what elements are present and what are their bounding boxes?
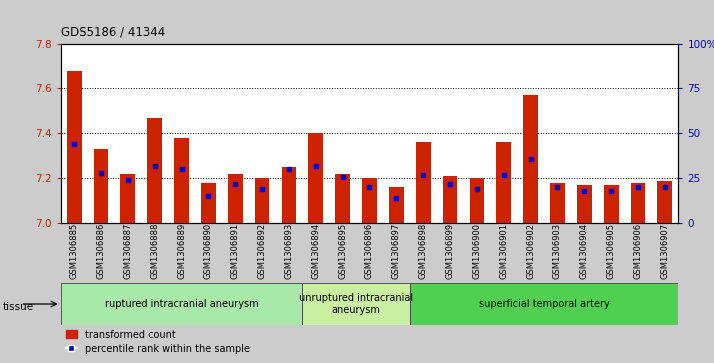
Bar [121,174,135,223]
Text: tissue: tissue [3,302,34,312]
Bar [523,95,538,223]
Bar [147,118,162,223]
Bar [228,174,243,223]
Bar [255,178,269,223]
Text: GSM1306888: GSM1306888 [150,223,159,279]
Text: GDS5186 / 41344: GDS5186 / 41344 [61,25,165,38]
Legend: transformed count, percentile rank within the sample: transformed count, percentile rank withi… [61,326,254,358]
Text: GSM1306887: GSM1306887 [124,223,132,279]
Bar [550,183,565,223]
Bar [66,70,81,223]
Text: GSM1306896: GSM1306896 [365,223,374,279]
Text: GSM1306895: GSM1306895 [338,223,347,279]
Bar [61,283,302,325]
Text: GSM1306898: GSM1306898 [418,223,428,279]
Text: GSM1306897: GSM1306897 [392,223,401,279]
Text: GSM1306885: GSM1306885 [70,223,79,279]
Bar [201,183,216,223]
Text: superficial temporal artery: superficial temporal artery [478,299,610,309]
Text: GSM1306905: GSM1306905 [607,223,615,279]
Text: GSM1306890: GSM1306890 [204,223,213,279]
Bar [577,185,592,223]
Text: GSM1306903: GSM1306903 [553,223,562,279]
Text: GSM1306886: GSM1306886 [96,223,106,279]
Text: GSM1306906: GSM1306906 [633,223,643,279]
Text: ruptured intracranial aneurysm: ruptured intracranial aneurysm [105,299,258,309]
Text: GSM1306892: GSM1306892 [258,223,266,279]
Bar [630,183,645,223]
Text: GSM1306900: GSM1306900 [473,223,481,279]
Text: GSM1306902: GSM1306902 [526,223,535,279]
Text: unruptured intracranial
aneurysm: unruptured intracranial aneurysm [299,293,413,315]
Bar [496,142,511,223]
Bar [336,174,350,223]
Text: GSM1306904: GSM1306904 [580,223,589,279]
Text: GSM1306901: GSM1306901 [499,223,508,279]
Bar [658,180,673,223]
Text: GSM1306893: GSM1306893 [284,223,293,279]
Bar [174,138,189,223]
Bar [410,283,678,325]
Bar [604,185,618,223]
Text: GSM1306891: GSM1306891 [231,223,240,279]
Bar [94,149,109,223]
Bar [302,283,410,325]
Text: GSM1306889: GSM1306889 [177,223,186,279]
Bar [362,178,377,223]
Bar [443,176,458,223]
Bar [470,178,484,223]
Text: GSM1306894: GSM1306894 [311,223,321,279]
Bar [416,142,431,223]
Bar [308,134,323,223]
Text: GSM1306907: GSM1306907 [660,223,669,279]
Bar [281,167,296,223]
Bar [389,187,403,223]
Text: GSM1306899: GSM1306899 [446,223,455,279]
